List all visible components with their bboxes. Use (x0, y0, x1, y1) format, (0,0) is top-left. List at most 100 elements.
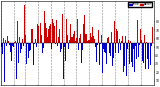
Bar (3, 38, 4, 43)
Bar (38, 26, 39, 43)
Bar (94, 39, 95, 43)
Bar (67, 30, 68, 43)
Bar (89, 40, 90, 43)
Bar (62, 14, 63, 43)
Bar (77, 26, 78, 43)
Bar (16, 43, 17, 79)
Bar (37, 24, 38, 43)
Bar (125, 36, 126, 43)
Bar (12, 43, 13, 46)
Bar (44, 11, 45, 43)
Bar (17, 21, 18, 43)
Bar (127, 43, 128, 49)
Bar (72, 37, 73, 43)
Bar (139, 43, 140, 67)
Bar (131, 43, 132, 62)
Bar (119, 39, 120, 43)
Bar (140, 29, 141, 43)
Bar (10, 43, 11, 52)
Bar (87, 41, 88, 43)
Bar (36, 43, 37, 47)
Bar (2, 43, 3, 54)
Bar (45, 23, 46, 43)
Bar (142, 43, 143, 61)
Bar (61, 43, 62, 49)
Bar (112, 43, 113, 66)
Bar (13, 43, 14, 47)
Bar (21, 43, 22, 49)
Bar (121, 41, 122, 43)
Bar (32, 29, 33, 43)
Bar (58, 37, 59, 43)
Bar (28, 21, 29, 43)
Bar (11, 43, 12, 61)
Bar (1, 43, 2, 47)
Bar (86, 34, 87, 43)
Bar (5, 43, 6, 50)
Bar (138, 43, 139, 57)
Bar (101, 35, 102, 43)
Bar (105, 43, 106, 53)
Bar (52, 19, 53, 43)
Bar (110, 43, 111, 56)
Bar (151, 43, 152, 46)
Bar (132, 43, 133, 67)
Bar (83, 24, 84, 43)
Bar (118, 43, 119, 53)
Bar (116, 29, 117, 43)
Bar (97, 43, 98, 45)
Bar (90, 16, 91, 43)
Bar (59, 29, 60, 43)
Bar (0, 43, 1, 54)
Bar (26, 43, 27, 64)
Bar (57, 43, 58, 46)
Bar (128, 40, 129, 43)
Bar (152, 27, 153, 43)
Bar (74, 31, 75, 43)
Bar (27, 43, 28, 44)
Bar (129, 43, 130, 64)
Bar (133, 43, 134, 49)
Bar (120, 43, 121, 50)
Bar (93, 36, 94, 43)
Bar (122, 36, 123, 43)
Bar (55, 43, 56, 44)
Bar (71, 37, 72, 43)
Bar (107, 38, 108, 43)
Bar (137, 20, 138, 43)
Bar (7, 36, 8, 43)
Bar (117, 31, 118, 43)
Bar (48, 29, 49, 43)
Bar (60, 43, 61, 52)
Bar (14, 41, 15, 43)
Bar (85, 34, 86, 43)
Bar (24, 5, 25, 43)
Bar (81, 43, 82, 63)
Bar (63, 43, 64, 79)
Bar (145, 43, 146, 69)
Bar (56, 20, 57, 43)
Bar (144, 35, 145, 43)
Bar (30, 43, 31, 50)
Bar (115, 43, 116, 53)
Bar (31, 31, 32, 43)
Bar (95, 43, 96, 47)
Bar (141, 40, 142, 43)
Bar (98, 30, 99, 43)
Bar (23, 43, 24, 46)
Bar (99, 43, 100, 65)
Bar (78, 43, 79, 50)
Bar (15, 41, 16, 43)
Bar (9, 43, 10, 45)
Bar (65, 43, 66, 61)
Bar (4, 43, 5, 82)
Bar (29, 43, 30, 51)
Bar (70, 24, 71, 43)
Bar (76, 38, 77, 43)
Bar (6, 43, 7, 46)
Bar (51, 43, 52, 50)
Bar (103, 27, 104, 43)
Bar (114, 21, 115, 43)
Bar (135, 43, 136, 46)
Bar (73, 34, 74, 43)
